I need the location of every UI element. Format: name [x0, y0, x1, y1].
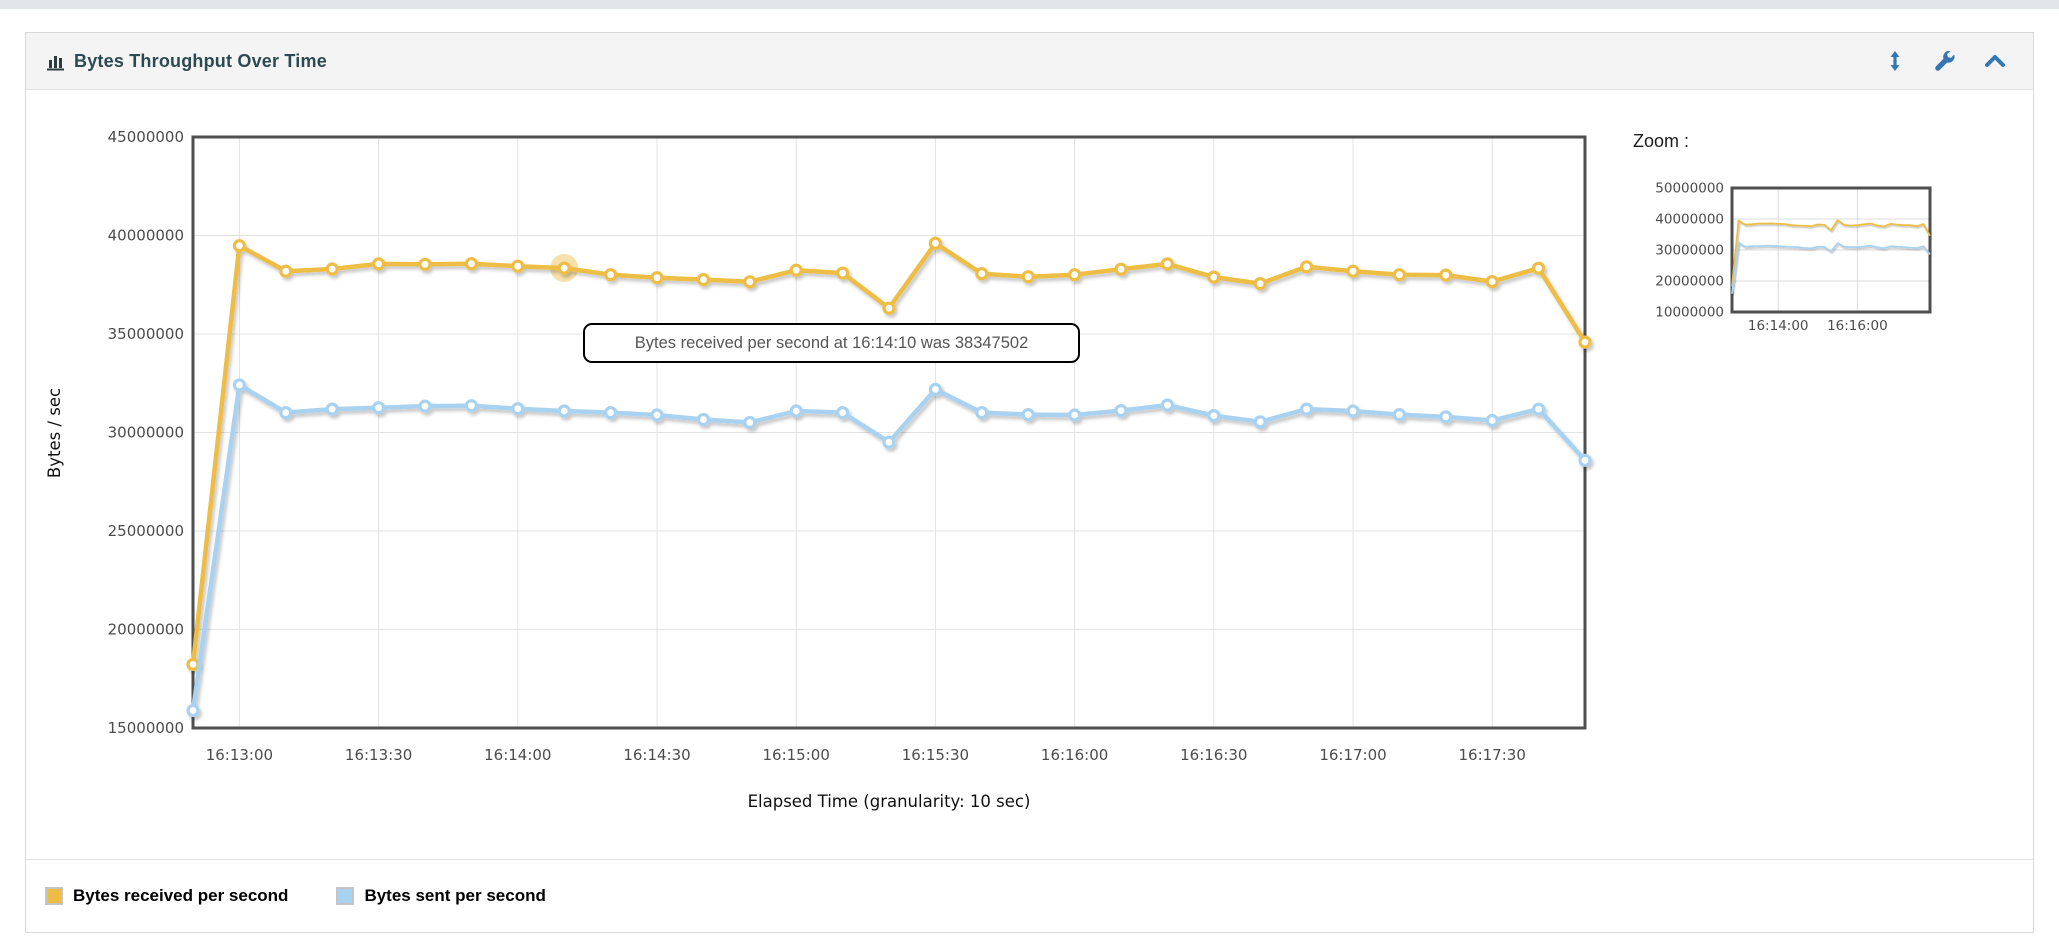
panel-header-actions	[1885, 51, 2013, 71]
legend-item-bytes-received[interactable]: Bytes received per second	[45, 886, 288, 906]
zoom-panel-label: Zoom :	[1633, 131, 1690, 151]
wrench-icon[interactable]	[1935, 51, 1955, 71]
bar-chart-icon	[47, 55, 64, 70]
panel-title: Bytes Throughput Over Time	[74, 50, 327, 71]
bytes-throughput-panel: Bytes Throughput Over Time Bytes receive…	[25, 32, 2034, 933]
resize-vertical-icon[interactable]	[1885, 51, 1905, 71]
panel-header: Bytes Throughput Over Time	[26, 33, 2033, 90]
datapoint-tooltip: Bytes received per second at 16:14:10 wa…	[583, 323, 1080, 363]
legend-item-bytes-sent[interactable]: Bytes sent per second	[336, 886, 546, 906]
chevron-up-icon[interactable]	[1985, 51, 2005, 71]
legend-label-received: Bytes received per second	[73, 886, 289, 905]
tooltip-text: Bytes received per second at 16:14:10 wa…	[634, 333, 1029, 352]
chart-legend: Bytes received per second Bytes sent per…	[26, 859, 2033, 932]
legend-swatch-sent	[336, 887, 355, 905]
top-strip	[0, 0, 2059, 9]
legend-label-sent: Bytes sent per second	[364, 886, 546, 905]
legend-swatch-received	[45, 887, 63, 905]
